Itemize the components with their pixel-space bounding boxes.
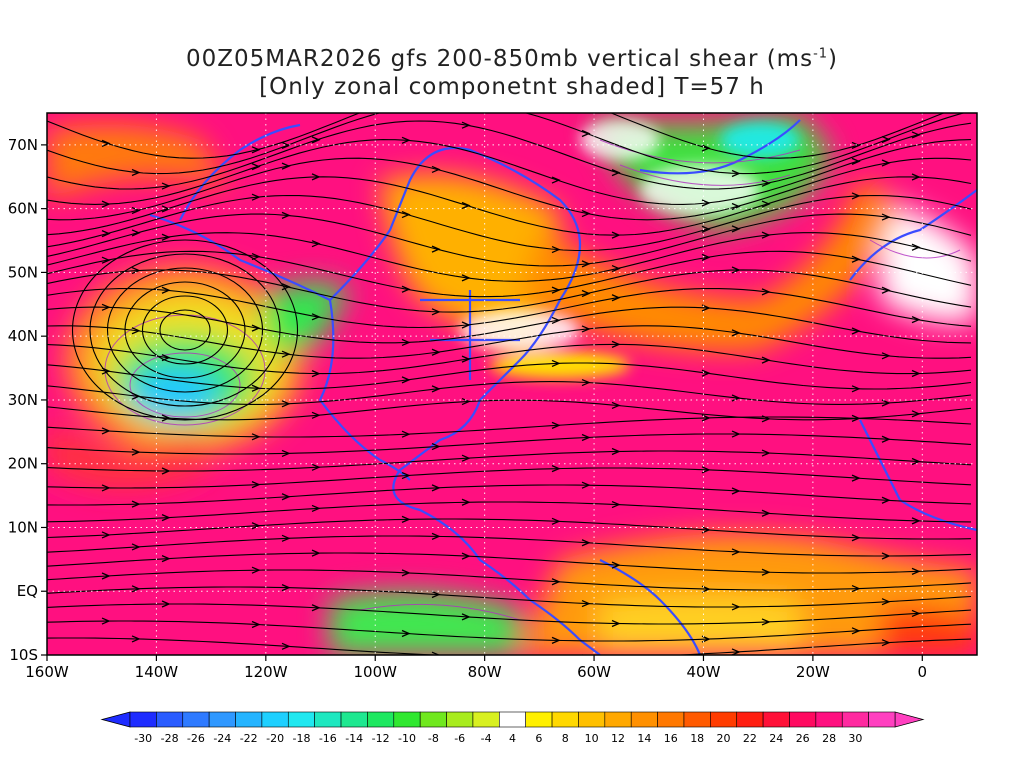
colorbar-high-arrow (894, 711, 925, 728)
lon-tick-label: 160W (25, 663, 69, 681)
colorbar-label: 26 (796, 732, 810, 745)
colorbar-label: -22 (240, 732, 258, 745)
lon-tick-label: 80W (468, 663, 502, 681)
colorbar-swatch (604, 711, 632, 728)
colorbar: -30 -28 -26 -24 -22 -20 -18 -16 -14 -12 -10 -8 -6 -4 4… (100, 711, 925, 745)
graticule (47, 113, 977, 655)
lat-tick-label: 70N (8, 136, 38, 154)
streamlines (47, 113, 972, 655)
colorbar-label: -14 (345, 732, 363, 745)
colorbar-swatch (156, 711, 184, 728)
lat-tick-label: 50N (8, 263, 38, 281)
colorbar-swatch (314, 711, 342, 728)
colorbar-swatch (261, 711, 289, 728)
colorbar-swatch (446, 711, 474, 728)
lon-tick-label: 140W (135, 663, 179, 681)
lon-tick-label: 60W (577, 663, 611, 681)
map-frame (46, 112, 978, 656)
colorbar-swatch (419, 711, 447, 728)
colorbar-swatch (630, 711, 658, 728)
colorbar-label: 16 (664, 732, 678, 745)
colorbar-swatch (129, 711, 157, 728)
colorbar-label: -8 (428, 732, 439, 745)
latitude-axis: 70N 60N 50N 40N 30N 20N 10N EQ 10S (8, 136, 47, 664)
lon-tick-label: 100W (354, 663, 398, 681)
colorbar-swatch (525, 711, 553, 728)
colorbar-swatch (578, 711, 606, 728)
colorbar-label: -4 (481, 732, 492, 745)
colorbar-swatch (815, 711, 843, 728)
coastlines (149, 119, 977, 655)
colorbar-swatch (393, 711, 421, 728)
lat-tick-label: 60N (8, 200, 38, 218)
colorbar-swatch (208, 711, 236, 728)
colorbar-label: 30 (848, 732, 862, 745)
colorbar-swatch (340, 711, 368, 728)
colorbar-label: 10 (585, 732, 599, 745)
colorbar-label: 6 (535, 732, 542, 745)
longitude-axis: 160W 140W 120W 100W 80W 60W 40W 20W 0 (25, 655, 927, 681)
map-title-text: 00Z05MAR2026 gfs 200-850mb vertical shea… (185, 46, 814, 72)
map-title-close-paren: ) (828, 46, 839, 72)
colorbar-swatch (868, 711, 896, 728)
colorbar-swatch (841, 711, 869, 728)
colorbar-swatch (657, 711, 685, 728)
lon-tick-label: 0 (918, 663, 928, 681)
colorbar-label: 4 (509, 732, 516, 745)
lat-tick-label: 10N (8, 518, 38, 536)
lat-tick-label: 40N (8, 327, 38, 345)
colorbar-label: -6 (454, 732, 465, 745)
colorbar-label: -10 (398, 732, 416, 745)
lat-tick-label: 10S (9, 646, 38, 664)
lat-tick-label: 30N (8, 391, 38, 409)
colorbar-swatch (736, 711, 764, 728)
map-title-line-1: 00Z05MAR2026 gfs 200-850mb vertical shea… (0, 46, 1024, 72)
colorbar-label: 18 (690, 732, 704, 745)
colorbar-label: -28 (161, 732, 179, 745)
colorbar-label: -30 (134, 732, 152, 745)
colorbar-label: -16 (319, 732, 337, 745)
colorbar-label: -24 (213, 732, 231, 745)
map-title-line-2: [Only zonal componetnt shaded] T=57 h (259, 74, 765, 100)
colorbar-label: -18 (293, 732, 311, 745)
colorbar-label: 20 (717, 732, 731, 745)
colorbar-swatch (235, 711, 263, 728)
lon-tick-label: 40W (687, 663, 721, 681)
colorbar-label: -26 (187, 732, 205, 745)
colorbar-swatch (182, 711, 210, 728)
colorbar-swatch (762, 711, 790, 728)
lat-tick-label: EQ (17, 582, 38, 600)
colorbar-label: 24 (769, 732, 783, 745)
colorbar-swatch (472, 711, 500, 728)
colorbar-label: -20 (266, 732, 284, 745)
colorbar-low-arrow (100, 711, 131, 728)
lat-tick-label: 20N (8, 455, 38, 473)
colorbar-swatch (789, 711, 817, 728)
colorbar-label: 12 (611, 732, 625, 745)
colorbar-swatch (499, 711, 526, 728)
lon-tick-label: 120W (244, 663, 288, 681)
colorbar-swatch (710, 711, 738, 728)
shaded-field (47, 113, 977, 655)
colorbar-label: 22 (743, 732, 757, 745)
colorbar-label: 14 (637, 732, 651, 745)
lon-tick-label: 20W (796, 663, 830, 681)
colorbar-label: 8 (562, 732, 569, 745)
colorbar-swatch (683, 711, 711, 728)
map-title-unit-exponent: -1 (813, 46, 829, 62)
colorbar-swatch (367, 711, 395, 728)
colorbar-label: 28 (822, 732, 836, 745)
colorbar-label: -12 (372, 732, 390, 745)
colorbar-swatch (287, 711, 315, 728)
colorbar-swatch (551, 711, 579, 728)
